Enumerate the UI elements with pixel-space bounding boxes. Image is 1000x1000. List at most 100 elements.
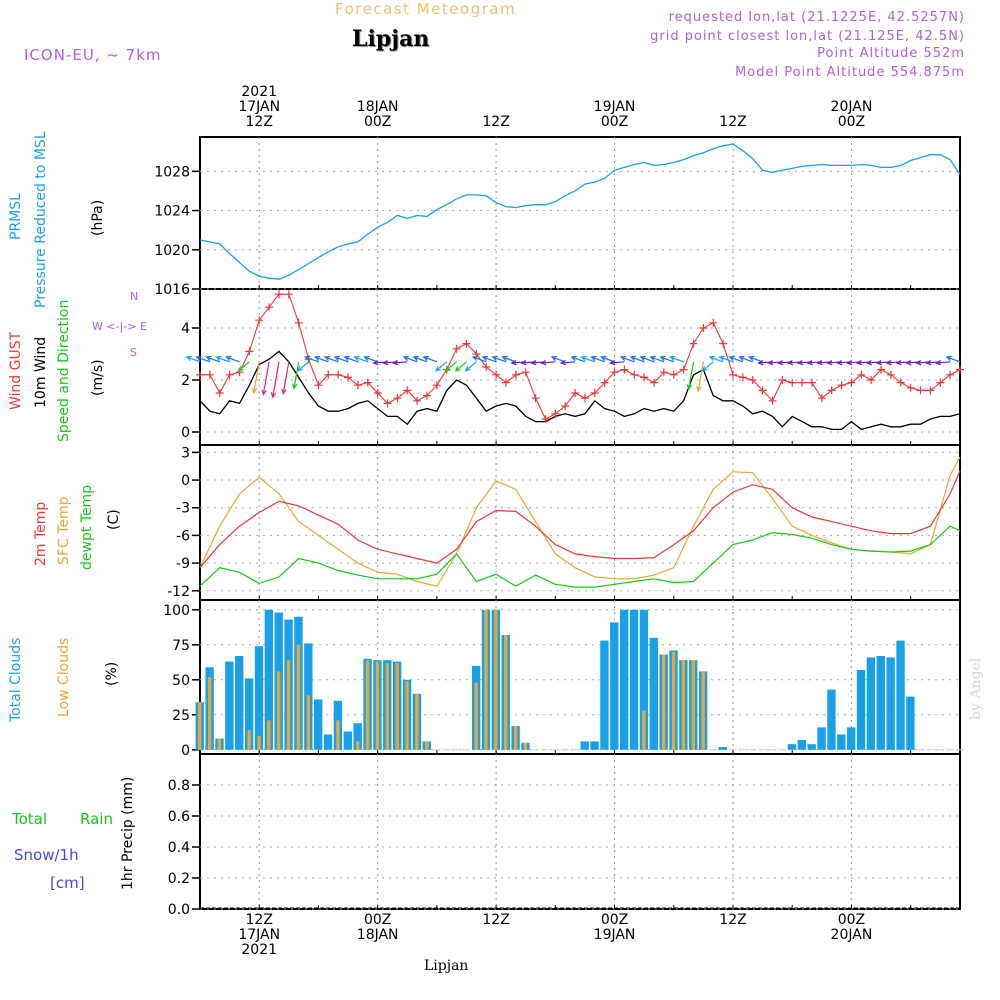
ytick-label: -3: [176, 501, 190, 517]
panel-frame-3: [199, 599, 961, 755]
total-cloud-bar: [896, 640, 905, 750]
time-label: 18JAN 00Z: [338, 100, 418, 130]
wind-gust-marker: [620, 365, 629, 374]
wind-arrow: [216, 356, 230, 363]
snow-label: Snow/1h: [14, 846, 79, 864]
total-cloud-bar: [886, 657, 895, 750]
low-cloud-bar: [701, 671, 705, 750]
wind-gust-marker: [452, 344, 461, 353]
wind-gust-marker: [748, 376, 757, 384]
time-label-line: 12Z: [245, 912, 273, 928]
low-cloud-bar: [425, 741, 429, 750]
low-cloud-bar: [296, 644, 301, 750]
low-cloud-bar: [405, 681, 409, 750]
wind-gust-marker: [284, 290, 293, 299]
ytick-label: -9: [176, 556, 190, 572]
wind-gust-marker: [946, 370, 955, 379]
ytick-label: 0: [181, 743, 190, 759]
wind-arrow-head: [934, 359, 942, 366]
time-label: 12Z: [693, 115, 773, 130]
wind-gust-marker: [373, 389, 382, 397]
wind-gust-marker: [561, 402, 570, 410]
time-label-line: 00Z: [837, 912, 866, 928]
total-cloud-bar: [619, 609, 629, 750]
ytick-label: 0.0: [168, 902, 190, 918]
wind-arrow-head: [718, 355, 725, 362]
wind-arrow: [739, 356, 753, 363]
wind-arrow: [697, 361, 704, 392]
time-label-line: 2021: [241, 942, 278, 958]
ytick-label: 0: [181, 473, 190, 489]
ytick-label: -6: [176, 528, 190, 544]
wind-arrow-head: [757, 359, 764, 366]
wind-arrow-head: [915, 359, 922, 366]
low-cloud-bar: [198, 702, 202, 750]
total-cloud-bar: [343, 731, 352, 750]
total-cloud-bar: [323, 734, 333, 750]
wind-arrow: [272, 361, 280, 398]
low-cloud-bar: [385, 663, 389, 750]
wind-arrow: [702, 361, 714, 372]
wind-arrow-head: [313, 355, 321, 362]
low-cloud-bar: [504, 635, 508, 750]
time-label-line: 12Z: [719, 912, 747, 928]
wind-arrow-head: [816, 359, 823, 366]
wind-gust-marker: [245, 347, 254, 356]
wind-arrow: [344, 356, 359, 363]
time-label-line: 19JAN: [593, 99, 636, 115]
time-label: 00Z 20JAN: [811, 913, 891, 943]
wind-arrow-head: [639, 355, 646, 362]
total-cloud-bar: [876, 656, 885, 750]
total-cloud-bar: [639, 609, 649, 750]
time-label-line: 00Z: [363, 912, 392, 928]
wind-arrow: [719, 356, 734, 363]
time-label: 00Z 18JAN: [338, 913, 418, 943]
wind-arrow: [946, 356, 961, 363]
time-label-line: 17JAN: [238, 99, 281, 115]
wind-gust-marker: [196, 370, 204, 379]
wind-arrow: [364, 356, 378, 363]
sfc-temp-line: [199, 456, 961, 587]
wind-arrow: [571, 356, 586, 363]
wind-arrow: [314, 356, 329, 363]
low-cloud-bar: [375, 661, 380, 750]
total-cloud-bar: [817, 727, 826, 750]
time-label-line: 00Z: [600, 114, 629, 130]
ytick-label: 0.4: [168, 840, 190, 856]
wind-gust-marker: [265, 303, 274, 312]
total-cloud-bar: [846, 727, 856, 750]
total-cloud-bar: [600, 640, 609, 750]
wind-arrow-head: [323, 355, 331, 362]
wind-gust-marker: [857, 370, 866, 379]
ytick-label: 0.2: [168, 871, 190, 887]
wind-gust-marker: [709, 318, 718, 327]
wind-gust-marker: [600, 378, 609, 387]
time-label-line: 20JAN: [830, 927, 873, 943]
wind-arrow-head: [570, 355, 577, 362]
wind-arrow-head: [649, 355, 656, 362]
low-cloud-bar: [306, 695, 310, 750]
wind-gust-marker: [531, 394, 540, 403]
wind-gust-line: [200, 293, 961, 420]
wind-gust-marker: [679, 365, 688, 374]
low-cloud-bar: [247, 730, 251, 750]
wind-arrow: [226, 356, 240, 363]
wind-gust-marker: [432, 381, 441, 390]
wind-arrow-head: [826, 359, 833, 366]
total-cloud-bar: [787, 744, 797, 750]
wind-arrow-head: [728, 355, 735, 362]
wind-arrow: [186, 356, 201, 363]
wind-gust-marker: [650, 378, 659, 387]
wind-arrow: [581, 356, 596, 363]
wind-gust-marker: [541, 415, 550, 423]
low-cloud-bar: [395, 663, 399, 750]
total-cloud-bar: [629, 609, 639, 750]
wind-arrow: [630, 356, 645, 363]
wind-arrow: [282, 361, 290, 394]
wind-arrow: [482, 356, 497, 363]
time-label: 12Z 17JAN 2021: [219, 913, 299, 958]
wind-gust-marker: [847, 378, 856, 387]
wind-arrow: [334, 356, 349, 363]
wind-gust-marker: [936, 378, 945, 387]
wind-arrow: [620, 356, 635, 363]
